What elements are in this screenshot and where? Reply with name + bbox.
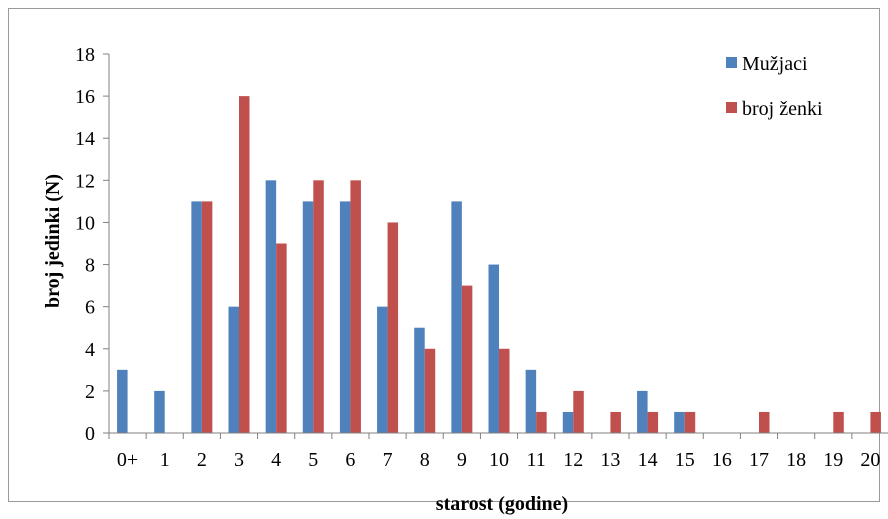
- legend-swatch: [726, 102, 737, 113]
- bar-mužjaci: [265, 180, 277, 433]
- bar-mužjaci: [117, 369, 128, 433]
- bar-mužjaci: [451, 201, 462, 433]
- x-tick-label: 20: [860, 449, 880, 471]
- x-tick-label: 5: [308, 449, 318, 471]
- y-tick-label: 4: [85, 339, 95, 361]
- x-tick-label: 14: [638, 449, 658, 471]
- bar-mužjaci: [637, 390, 648, 433]
- bar-broj-ženki: [499, 348, 510, 433]
- bar-broj-ženki: [647, 411, 659, 433]
- bar-broj-ženki: [239, 96, 250, 433]
- x-axis-ticks: 0+ 1 2 3 4 5 6 7 8 9 10 11 12 13 14 15 16 17 18 19 20: [108, 433, 880, 471]
- bar-broj-ženki: [759, 411, 770, 433]
- x-tick-label: 3: [234, 449, 244, 471]
- bar-mužjaci: [414, 327, 425, 433]
- bar-broj-ženki: [461, 285, 473, 433]
- y-tick-label: 14: [75, 128, 95, 150]
- bar-broj-ženki: [350, 180, 361, 433]
- y-axis-title: broj jedinki (N): [42, 174, 64, 308]
- x-tick-label: 13: [600, 449, 620, 471]
- y-tick-label: 8: [85, 255, 95, 277]
- bar-mužjaci: [377, 306, 388, 433]
- y-tick-label: 6: [85, 297, 95, 319]
- x-tick-label: 12: [563, 449, 583, 471]
- legend-label: Mužjaci: [742, 53, 808, 75]
- bar-broj-ženki: [387, 222, 399, 433]
- bar-broj-ženki: [573, 390, 584, 433]
- x-tick-label: 10: [489, 449, 509, 471]
- bar-broj-ženki: [610, 411, 621, 433]
- bar-broj-ženki: [276, 243, 287, 433]
- bar-mužjaci: [302, 201, 314, 433]
- x-tick-label: 15: [675, 449, 695, 471]
- y-tick-label: 18: [75, 44, 95, 66]
- bar-broj-ženki: [424, 348, 436, 433]
- y-tick-label: 0: [85, 423, 95, 445]
- x-tick-label: 16: [712, 449, 732, 471]
- bar-mužjaci: [525, 369, 537, 433]
- bar-mužjaci: [191, 201, 202, 433]
- bar-broj-ženki: [313, 180, 324, 433]
- x-tick-label: 6: [345, 449, 355, 471]
- bar-mužjaci: [228, 306, 239, 433]
- bar-mužjaci: [674, 411, 685, 433]
- x-tick-label: 0+: [117, 449, 138, 471]
- bar-mužjaci: [488, 264, 499, 433]
- x-tick-label: 18: [786, 449, 806, 471]
- x-tick-label: 1: [160, 449, 170, 471]
- legend-label: broj ženki: [742, 98, 823, 120]
- x-tick-label: 9: [457, 449, 467, 471]
- x-tick-label: 2: [197, 449, 207, 471]
- x-tick-label: 19: [823, 449, 843, 471]
- bar-mužjaci: [339, 201, 351, 433]
- y-tick-label: 10: [75, 212, 95, 234]
- y-tick-label: 2: [85, 381, 95, 403]
- y-tick-label: 16: [75, 86, 95, 108]
- bar-broj-ženki: [870, 411, 881, 433]
- x-tick-label: 7: [383, 449, 393, 471]
- x-tick-label: 17: [749, 449, 769, 471]
- legend-swatch: [726, 57, 737, 68]
- bar-broj-ženki: [536, 411, 547, 433]
- x-tick-label: 11: [527, 449, 546, 471]
- bar-broj-ženki: [684, 411, 696, 433]
- chart-frame: 0 2 4 6 8 10 12 14 16 18 0+ 1 2 3 4 5 6 7 8 9 10 11 12 13 14 15 1…: [8, 8, 888, 515]
- y-axis-ticks: 0 2 4 6 8 10 12 14 16 18: [75, 44, 109, 445]
- bar-broj-ženki: [833, 411, 844, 433]
- y-tick-label: 12: [75, 170, 95, 192]
- bar-mužjaci: [562, 411, 574, 433]
- bar-broj-ženki: [201, 201, 213, 433]
- x-tick-label: 8: [420, 449, 430, 471]
- x-axis-title: starost (godine): [436, 493, 568, 515]
- bars: [117, 96, 881, 433]
- x-tick-label: 4: [271, 449, 281, 471]
- legend: Mužjaci broj ženki: [726, 53, 823, 120]
- bar-mužjaci: [154, 390, 165, 433]
